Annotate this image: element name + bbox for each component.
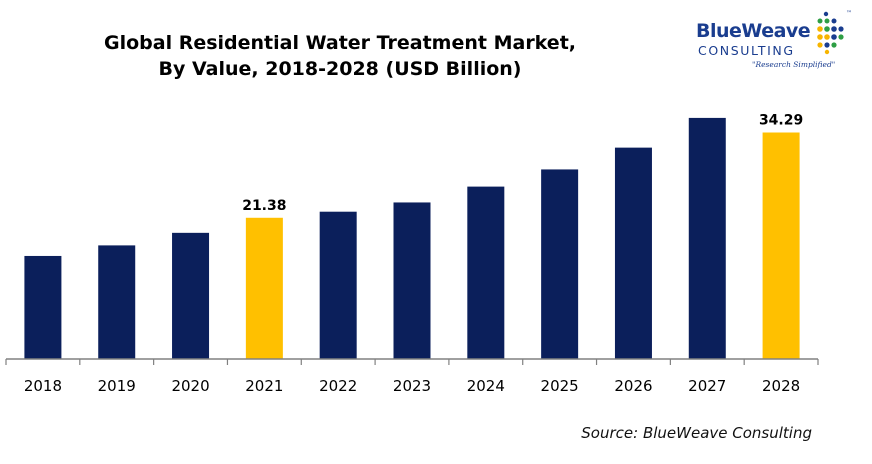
x-tick-label-2025: 2025	[541, 377, 579, 395]
bar-2026	[614, 147, 652, 359]
bar-2023	[393, 202, 431, 359]
bar-2021	[245, 217, 283, 359]
data-label-2028: 34.29	[759, 113, 803, 129]
bar-2022	[319, 211, 357, 359]
x-tick-label-2018: 2018	[24, 377, 62, 395]
chart-title-line1: Global Residential Water Treatment Marke…	[103, 32, 576, 54]
x-tick-label-2021: 2021	[245, 377, 283, 395]
bar-2019	[98, 245, 136, 359]
chart-title: Global Residential Water Treatment Marke…	[60, 30, 620, 82]
logo-dots-icon	[817, 11, 844, 55]
bar-2025	[541, 169, 579, 359]
bar-2020	[172, 232, 210, 359]
logo-trademark: ™	[846, 10, 852, 17]
logo-subtitle: CONSULTING	[698, 43, 795, 58]
x-tick-label-2022: 2022	[319, 377, 357, 395]
x-tick-label-2020: 2020	[171, 377, 209, 395]
bar-2024	[467, 186, 505, 359]
x-tick-label-2028: 2028	[762, 377, 800, 395]
chart-title-line2: By Value, 2018-2028 (USD Billion)	[158, 58, 522, 80]
x-tick-label-2027: 2027	[688, 377, 726, 395]
x-tick-label-2026: 2026	[614, 377, 652, 395]
bar-2018	[24, 255, 62, 359]
x-tick-label-2023: 2023	[393, 377, 431, 395]
data-label-2021: 21.38	[242, 198, 286, 214]
bar-2027	[688, 117, 726, 359]
logo-name: BlueWeave	[696, 20, 811, 42]
x-tick-label-2024: 2024	[467, 377, 505, 395]
logo-tagline: "Research Simplified"	[752, 60, 836, 69]
company-logo: BlueWeave CONSULTING "Research Simplifie…	[696, 10, 856, 76]
source-note: Source: BlueWeave Consulting	[581, 424, 812, 442]
bar-2028	[762, 132, 800, 359]
x-tick-label-2019: 2019	[98, 377, 136, 395]
